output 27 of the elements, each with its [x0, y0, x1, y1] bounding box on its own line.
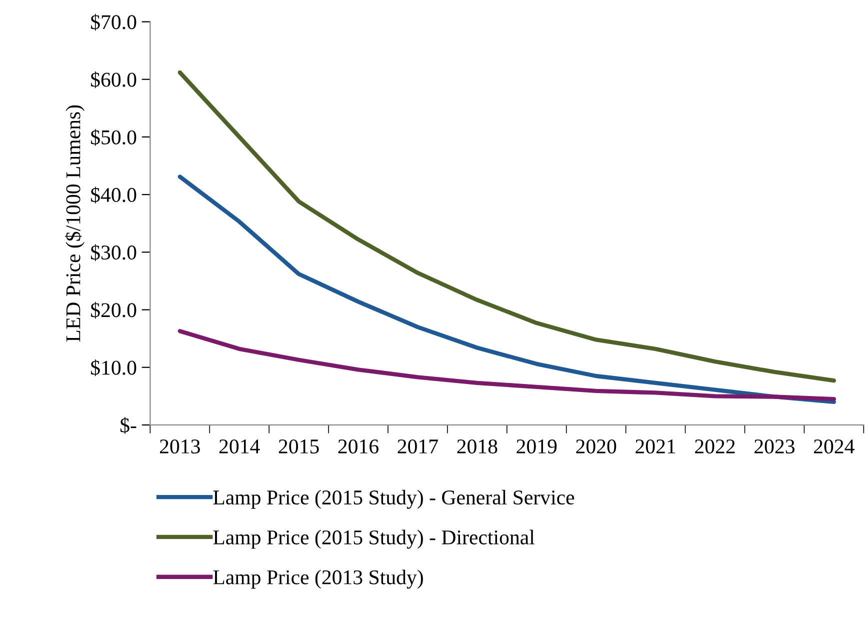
- x-tick-label: 2014: [219, 439, 260, 454]
- legend-label: Lamp Price (2013 Study): [213, 570, 423, 589]
- y-tick-label: $40.0: [90, 186, 136, 204]
- y-tick-label: $50.0: [90, 129, 136, 146]
- line-series: [178, 174, 836, 404]
- x-tick-label: 2016: [338, 439, 378, 454]
- legend-label: Lamp Price (2015 Study) - Directional: [213, 530, 534, 549]
- x-tick-label: 2019: [516, 439, 557, 454]
- x-tick-label: 2015: [278, 439, 319, 454]
- line-series: [178, 70, 836, 383]
- x-tick-label: 2017: [398, 439, 438, 454]
- x-tick-label: 2013: [160, 439, 200, 454]
- line-series: [178, 328, 836, 402]
- y-tick-label: $-: [120, 417, 136, 434]
- x-tick-label: 2023: [754, 439, 794, 454]
- y-tick-label: $20.0: [90, 302, 136, 319]
- legend-label: Lamp Price (2015 Study) - General Service: [213, 490, 574, 509]
- x-tick-label: 2024: [814, 439, 854, 454]
- x-tick-label: 2018: [457, 439, 498, 454]
- y-tick-label: $10.0: [90, 360, 136, 376]
- y-tick-label: $60.0: [90, 72, 136, 88]
- y-tick-label: $30.0: [90, 244, 136, 261]
- x-tick-label: 2021: [636, 439, 676, 454]
- y-tick-label: $70.0: [90, 14, 136, 31]
- x-tick-label: 2020: [576, 439, 616, 454]
- x-tick-label: 2022: [695, 439, 735, 454]
- y-axis-title: LED Price ($/1000 Lumens): [65, 105, 85, 342]
